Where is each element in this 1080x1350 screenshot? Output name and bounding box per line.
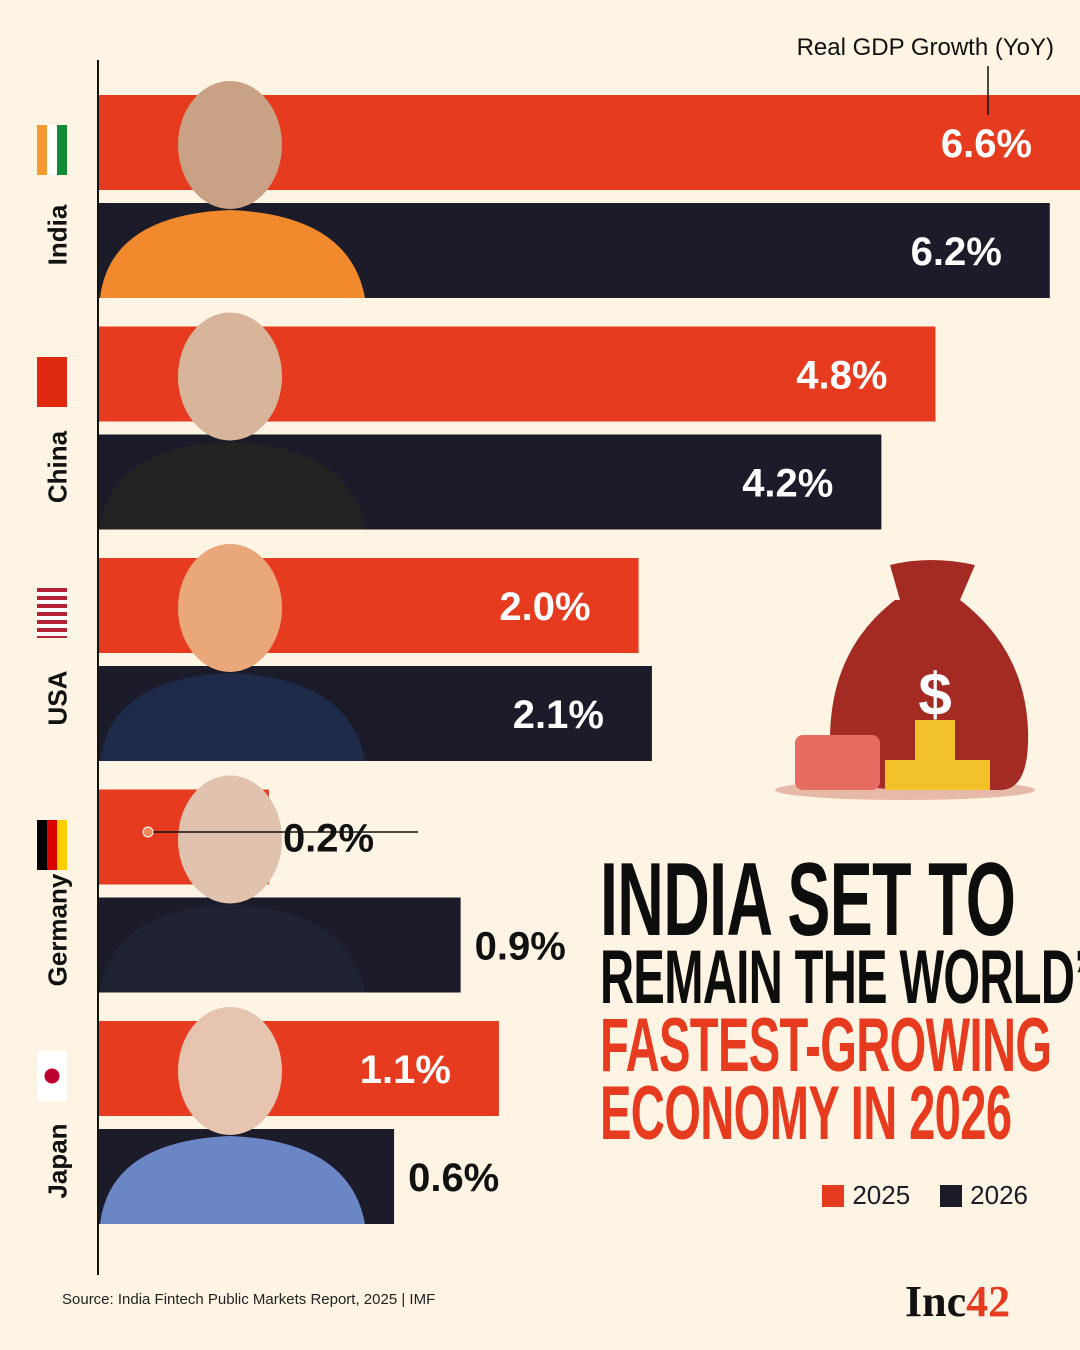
portrait-body [100, 904, 365, 993]
portrait-body [100, 673, 365, 761]
coin-stack-icon [915, 720, 955, 765]
portrait-head [178, 81, 282, 209]
legend: 2025 2026 [822, 1180, 1028, 1211]
data-label: 0.6% [408, 1156, 499, 1200]
dollar-icon: $ [918, 661, 951, 728]
portrait-head [178, 544, 282, 672]
money-bag-top [890, 560, 975, 600]
flag-germany-icon [37, 819, 67, 870]
country-label: Japan [42, 1123, 73, 1199]
portrait-head [178, 1007, 282, 1135]
value-axis-label: Real GDP Growth (YoY) [796, 34, 1054, 61]
country-label: India [42, 204, 73, 266]
legend-swatch [822, 1184, 845, 1207]
portrait-head [178, 775, 282, 904]
portrait-body [100, 441, 365, 530]
data-label: 6.2% [911, 230, 1002, 274]
headline-line: REMAIN THE WORLD’S [600, 935, 1080, 1020]
data-label: 4.8% [796, 354, 887, 398]
leader-dot [142, 826, 154, 838]
headline-line: ECONOMY IN 2026 [600, 1071, 1012, 1156]
country-label: China [42, 430, 73, 503]
wallet-icon [795, 735, 880, 790]
legend-item-2026: 2026 [940, 1180, 1028, 1211]
headline-line: INDIA SET TO [600, 842, 1016, 958]
bar-japan-2025 [98, 1021, 499, 1116]
country-label: USA [42, 670, 73, 726]
data-label: 0.9% [475, 925, 566, 969]
portrait-head [178, 312, 282, 441]
source-note: Source: India Fintech Public Markets Rep… [62, 1291, 436, 1308]
legend-swatch [940, 1184, 963, 1207]
data-label: 6.6% [941, 122, 1032, 166]
legend-item-2025: 2025 [822, 1180, 910, 1211]
data-label: 2.1% [513, 693, 604, 737]
inc42-logo: Inc42 [905, 1277, 1011, 1326]
flag-india-icon [37, 125, 67, 175]
country-label: Germany [42, 873, 73, 986]
legend-label: 2025 [852, 1180, 911, 1210]
flag-usa-icon [37, 588, 67, 638]
portrait-body [100, 210, 365, 298]
portrait-body [100, 1136, 365, 1224]
flag-china-icon [37, 356, 67, 407]
data-label: 2.0% [499, 585, 590, 629]
headline-line: FASTEST-GROWING [600, 1003, 1052, 1088]
data-label: 4.2% [742, 462, 833, 506]
data-label: 0.2% [283, 817, 374, 861]
data-label: 1.1% [360, 1048, 451, 1092]
legend-label: 2026 [970, 1180, 1028, 1210]
headline: INDIA SET TO REMAIN THE WORLD’S FASTEST-… [600, 842, 1080, 1156]
flag-japan-icon [37, 1051, 67, 1101]
